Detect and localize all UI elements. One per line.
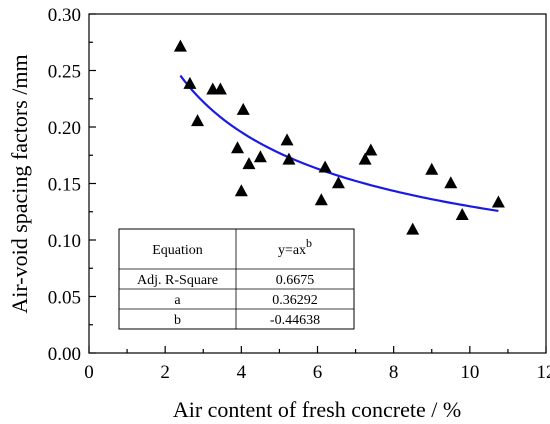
- data-points: [173, 39, 505, 235]
- x-tick-label: 10: [460, 362, 479, 383]
- data-point: [173, 39, 187, 52]
- data-point: [231, 141, 245, 154]
- data-point: [253, 150, 267, 163]
- y-tick-label: 0.05: [48, 288, 81, 309]
- x-tick-label: 12: [537, 362, 550, 383]
- y-tick-label: 0.10: [48, 231, 81, 252]
- data-point: [314, 193, 328, 206]
- x-tick-label: 4: [237, 362, 247, 383]
- data-point: [331, 176, 345, 189]
- y-tick-label: 0.15: [48, 175, 81, 196]
- fit-curve: [179, 74, 499, 213]
- fit-table-value: 0.6675: [276, 273, 315, 288]
- fit-table-label: a: [174, 293, 181, 308]
- data-point: [280, 133, 294, 146]
- data-point: [191, 114, 205, 127]
- x-tick-label: 6: [313, 362, 323, 383]
- data-point: [364, 143, 378, 156]
- fit-table-value: 0.36292: [272, 293, 318, 308]
- x-tick-labels: 0 2 4 6 8 10 12: [84, 362, 550, 383]
- data-point: [491, 195, 505, 208]
- x-axis-title: Air content of fresh concrete / %: [173, 397, 461, 422]
- x-tick-label: 2: [160, 362, 170, 383]
- data-point: [406, 222, 420, 235]
- data-point: [455, 207, 469, 220]
- data-point: [425, 162, 439, 175]
- fit-table-label: Adj. R-Square: [137, 273, 218, 288]
- x-tick-label: 8: [389, 362, 399, 383]
- data-point: [236, 102, 250, 115]
- y-tick-labels: 0.00 0.05 0.10 0.15 0.20 0.25 0.30: [48, 5, 81, 365]
- x-tick-label: 0: [84, 362, 94, 383]
- y-tick-label: 0.30: [48, 5, 81, 26]
- data-point: [242, 157, 256, 170]
- y-tick-label: 0.20: [48, 118, 81, 139]
- y-tick-label: 0.25: [48, 62, 81, 83]
- y-tick-label: 0.00: [48, 344, 81, 365]
- fit-table-value: -0.44638: [270, 313, 320, 328]
- data-point: [234, 184, 248, 197]
- data-point: [318, 160, 332, 173]
- data-point: [358, 152, 372, 165]
- data-point: [444, 176, 458, 189]
- data-point: [282, 152, 296, 165]
- fit-table-label: b: [174, 313, 181, 328]
- data-point: [183, 76, 197, 89]
- axis-ticks: [88, 13, 547, 354]
- y-axis-title: Air-void spacing factors /mm: [7, 54, 32, 313]
- fit-table-label: Equation: [152, 243, 203, 258]
- data-point: [213, 82, 227, 95]
- fit-table-superscript: b: [306, 236, 312, 250]
- fit-table-border: [118, 228, 355, 330]
